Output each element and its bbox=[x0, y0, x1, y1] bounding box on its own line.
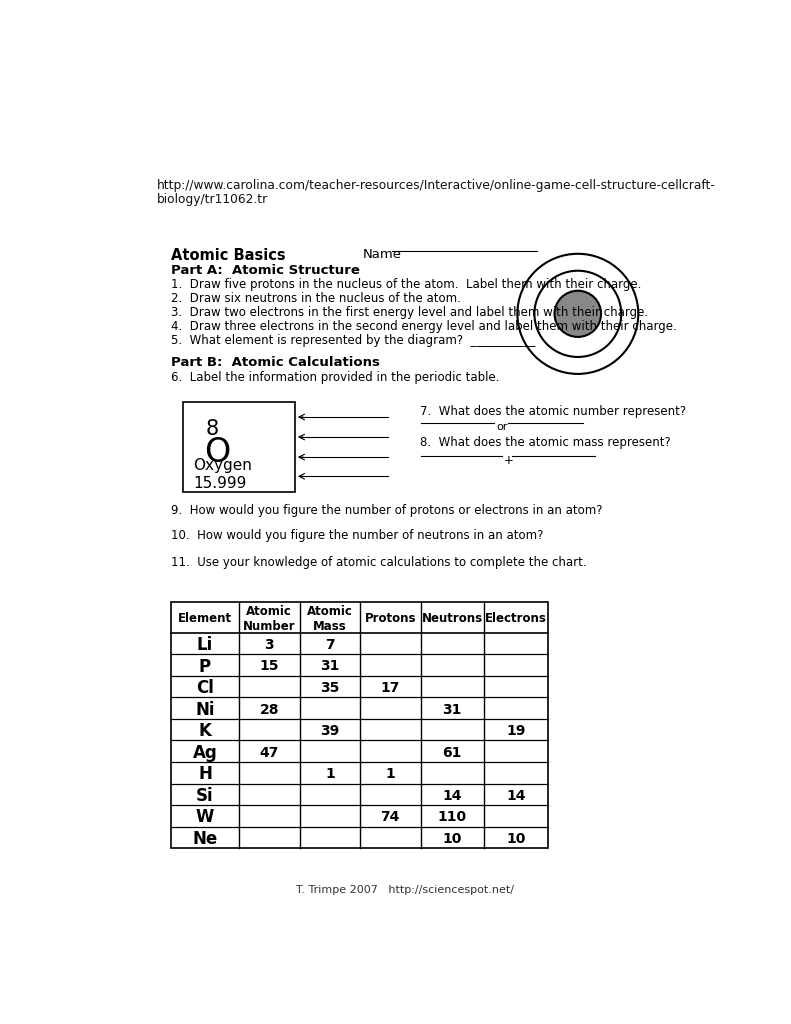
Text: O: O bbox=[204, 435, 230, 469]
Text: 35: 35 bbox=[320, 681, 339, 695]
Text: 8: 8 bbox=[206, 419, 219, 438]
Text: 15: 15 bbox=[259, 659, 279, 674]
Text: 11.  Use your knowledge of atomic calculations to complete the chart.: 11. Use your knowledge of atomic calcula… bbox=[171, 556, 587, 569]
Text: 110: 110 bbox=[437, 810, 467, 824]
Text: Si: Si bbox=[196, 786, 214, 805]
Text: P: P bbox=[199, 657, 211, 676]
Text: Protons: Protons bbox=[365, 612, 416, 626]
Text: 1: 1 bbox=[385, 767, 396, 781]
Text: 10.  How would you figure the number of neutrons in an atom?: 10. How would you figure the number of n… bbox=[171, 528, 543, 542]
Text: or: or bbox=[497, 422, 508, 432]
Text: Part A:  Atomic Structure: Part A: Atomic Structure bbox=[171, 264, 360, 276]
Text: 17: 17 bbox=[380, 681, 400, 695]
Text: W: W bbox=[196, 808, 214, 826]
Text: 3.  Draw two electrons in the first energy level and label them with their charg: 3. Draw two electrons in the first energ… bbox=[171, 306, 648, 319]
Text: Oxygen: Oxygen bbox=[194, 458, 252, 473]
Text: 1.  Draw five protons in the nucleus of the atom.  Label them with their charge.: 1. Draw five protons in the nucleus of t… bbox=[171, 279, 642, 292]
Text: Atomic Basics: Atomic Basics bbox=[171, 248, 286, 262]
Text: Atomic
Number: Atomic Number bbox=[243, 605, 296, 633]
Text: 14: 14 bbox=[442, 788, 462, 803]
Text: 10: 10 bbox=[443, 831, 462, 846]
Text: Neutrons: Neutrons bbox=[422, 612, 483, 626]
Text: 47: 47 bbox=[259, 745, 279, 760]
Text: Electrons: Electrons bbox=[485, 612, 547, 626]
Text: 15.999: 15.999 bbox=[194, 475, 247, 490]
Text: 28: 28 bbox=[259, 702, 279, 717]
Text: 5.  What element is represented by the diagram?  ___________: 5. What element is represented by the di… bbox=[171, 334, 536, 347]
Bar bbox=[183, 401, 295, 493]
Text: Element: Element bbox=[178, 612, 232, 626]
Text: 74: 74 bbox=[380, 810, 400, 824]
Text: 7.  What does the atomic number represent?: 7. What does the atomic number represent… bbox=[421, 406, 687, 419]
Text: T. Trimpe 2007   http://sciencespot.net/: T. Trimpe 2007 http://sciencespot.net/ bbox=[296, 885, 514, 895]
Text: 31: 31 bbox=[443, 702, 462, 717]
Text: Name: Name bbox=[362, 248, 401, 261]
Text: Atomic
Mass: Atomic Mass bbox=[307, 605, 353, 633]
Text: http://www.carolina.com/teacher-resources/Interactive/online-game-cell-structure: http://www.carolina.com/teacher-resource… bbox=[157, 179, 716, 193]
Text: +: + bbox=[504, 454, 514, 467]
Text: biology/tr11062.tr: biology/tr11062.tr bbox=[157, 193, 268, 206]
Text: 14: 14 bbox=[506, 788, 525, 803]
Bar bbox=[171, 602, 547, 848]
Text: 7: 7 bbox=[325, 638, 335, 652]
Text: H: H bbox=[198, 765, 212, 783]
Text: 39: 39 bbox=[320, 724, 339, 738]
Text: 2.  Draw six neutrons in the nucleus of the atom.: 2. Draw six neutrons in the nucleus of t… bbox=[171, 292, 461, 305]
Text: 3: 3 bbox=[264, 638, 274, 652]
Text: Cl: Cl bbox=[196, 679, 214, 697]
Text: Ni: Ni bbox=[195, 700, 215, 719]
Text: 6.  Label the information provided in the periodic table.: 6. Label the information provided in the… bbox=[171, 371, 499, 384]
Text: 10: 10 bbox=[506, 831, 525, 846]
Text: Ne: Ne bbox=[192, 830, 218, 848]
Text: 31: 31 bbox=[320, 659, 339, 674]
Text: Li: Li bbox=[197, 636, 214, 654]
Text: 4.  Draw three electrons in the second energy level and label them with their ch: 4. Draw three electrons in the second en… bbox=[171, 319, 676, 333]
Text: 61: 61 bbox=[443, 745, 462, 760]
Text: 8.  What does the atomic mass represent?: 8. What does the atomic mass represent? bbox=[421, 436, 672, 450]
Text: 9.  How would you figure the number of protons or electrons in an atom?: 9. How would you figure the number of pr… bbox=[171, 504, 603, 517]
Text: K: K bbox=[199, 722, 211, 740]
Text: Ag: Ag bbox=[193, 743, 218, 762]
Text: 1: 1 bbox=[325, 767, 335, 781]
Text: 19: 19 bbox=[506, 724, 525, 738]
Circle shape bbox=[554, 291, 601, 337]
Text: Part B:  Atomic Calculations: Part B: Atomic Calculations bbox=[171, 356, 380, 370]
